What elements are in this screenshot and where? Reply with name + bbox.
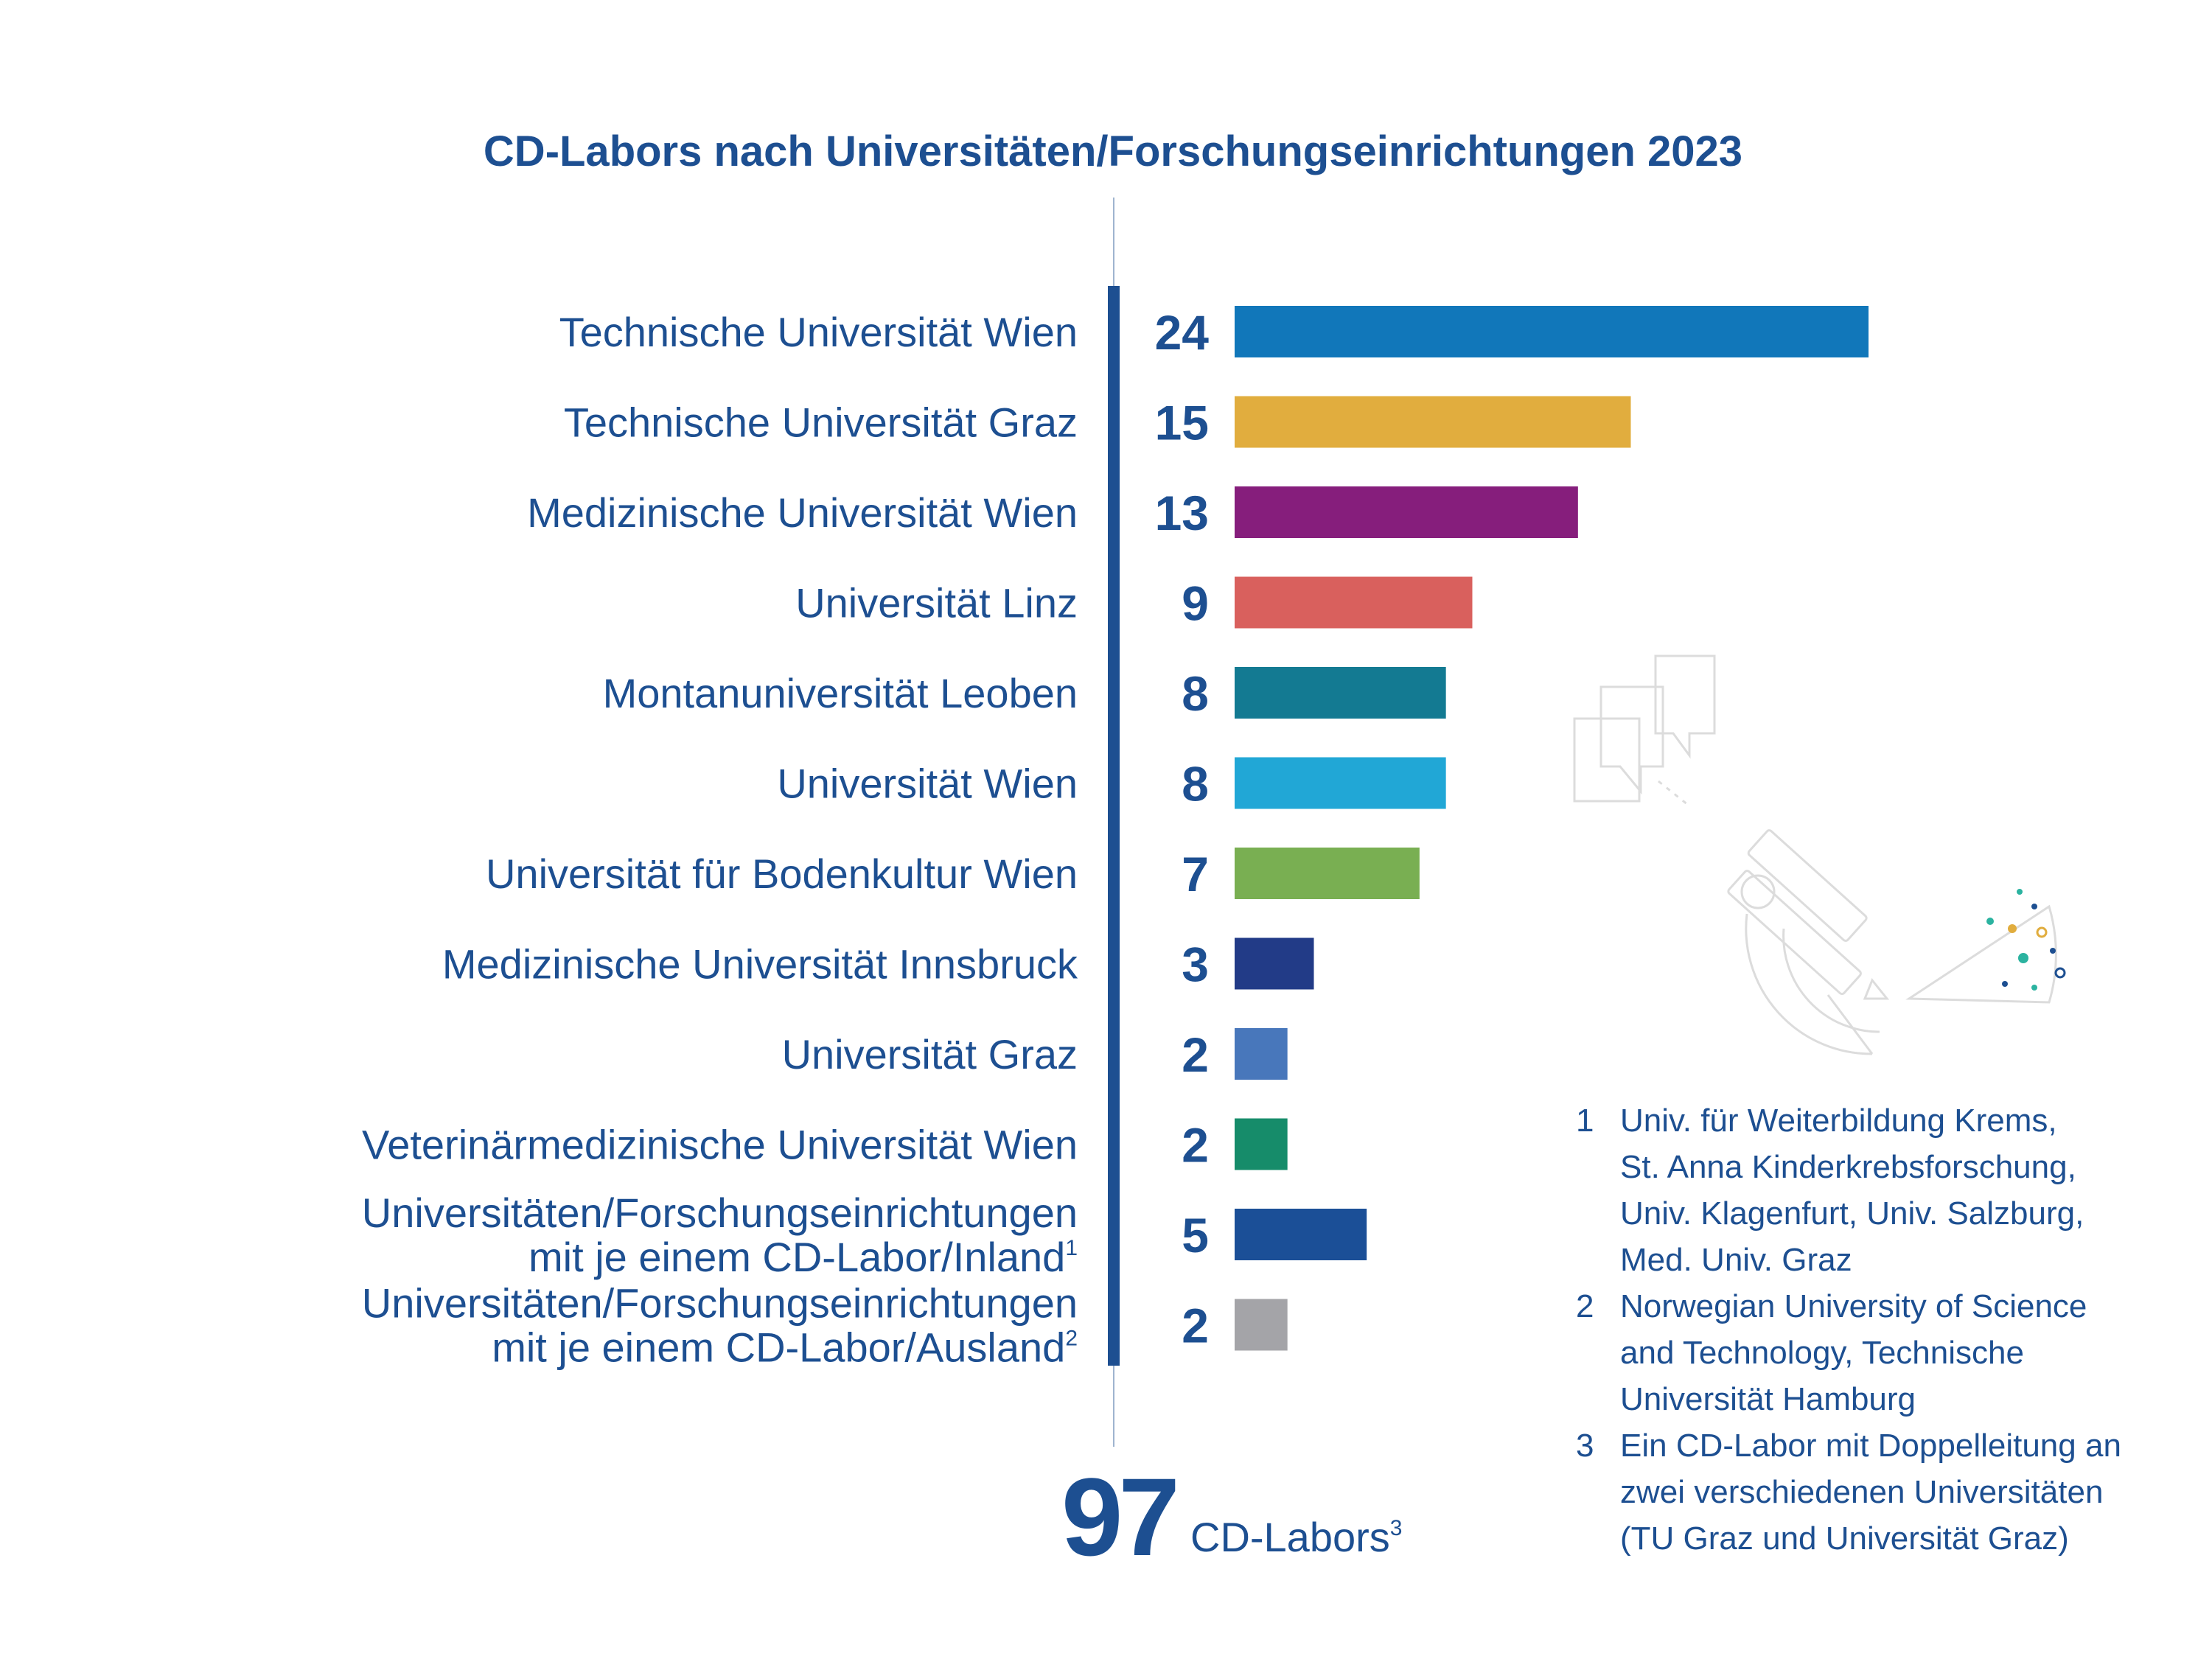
bar: [1235, 486, 1578, 538]
footnote-text: Norwegian University of Science: [1620, 1288, 2087, 1324]
bar: [1235, 1118, 1288, 1170]
footnote-text: Universität Hamburg: [1620, 1381, 1916, 1417]
footnote-number: 2: [1576, 1288, 1594, 1324]
category-label: Universitäten/Forschungseinrichtungen: [362, 1190, 1078, 1236]
category-axis-bar: [1108, 286, 1120, 1366]
footnote-text: Ein CD-Labor mit Doppelleitung an: [1620, 1428, 2121, 1464]
category-label: Universität für Bodenkultur Wien: [486, 851, 1078, 897]
bar: [1235, 396, 1631, 448]
value-label: 13: [1155, 486, 1209, 540]
bar: [1235, 848, 1420, 899]
category-label: Universität Wien: [777, 761, 1078, 807]
category-label: Montanuniversität Leoben: [603, 670, 1078, 716]
category-label: Universitäten/Forschungseinrichtungen: [362, 1280, 1078, 1327]
value-label: 2: [1182, 1299, 1209, 1353]
value-label: 15: [1155, 396, 1209, 450]
value-label: 3: [1182, 937, 1209, 992]
footnote-text: zwei verschiedenen Universitäten: [1620, 1474, 2103, 1510]
category-label: Universität Graz: [782, 1031, 1078, 1078]
value-label: 5: [1182, 1208, 1209, 1262]
category-label: Technische Universität Wien: [559, 309, 1078, 355]
category-label: Veterinärmedizinische Universität Wien: [362, 1122, 1078, 1168]
value-label: 2: [1182, 1118, 1209, 1173]
speech-bubbles-icon: [1573, 654, 1716, 806]
footnote-text: (TU Graz und Universität Graz): [1620, 1520, 2069, 1557]
value-label: 8: [1182, 666, 1209, 721]
value-label: 2: [1182, 1027, 1209, 1082]
footnote-number: 1: [1576, 1103, 1594, 1139]
sample-dots-icon: [1905, 889, 2066, 1004]
footnote-number: 3: [1576, 1428, 1594, 1464]
bar: [1235, 937, 1314, 990]
category-label: mit je einem CD-Labor/Ausland2: [492, 1324, 1078, 1371]
value-label: 9: [1182, 576, 1209, 631]
footnote-text: Univ. Klagenfurt, Univ. Salzburg,: [1620, 1195, 2084, 1232]
value-label: 24: [1155, 305, 1210, 360]
category-label: Medizinische Universität Wien: [527, 489, 1078, 536]
footnotes: 1 Univ. für Weiterbildung Krems, St. Anna …: [1576, 1103, 2121, 1557]
chart-title: CD-Labors nach Universitäten/Forschungse…: [484, 128, 1742, 175]
microscope-icon: [1727, 829, 1890, 1055]
total-number: 97: [1061, 1455, 1176, 1579]
bar: [1235, 1209, 1367, 1260]
category-label: Technische Universität Graz: [564, 399, 1078, 446]
category-label: mit je einem CD-Labor/Inland1: [528, 1234, 1078, 1280]
category-label: Medizinische Universität Innsbruck: [442, 941, 1078, 988]
footnote-text: St. Anna Kinderkrebsforschung,: [1620, 1149, 2076, 1185]
bar: [1235, 576, 1473, 629]
value-label: 7: [1182, 847, 1209, 901]
total-count: 97 CD-Labors3: [1061, 1455, 1402, 1579]
bar: [1235, 1028, 1288, 1080]
total-label: CD-Labors3: [1190, 1514, 1402, 1560]
bar: [1235, 667, 1446, 719]
bars-group: Technische Universität Wien 24 Technische …: [362, 305, 1869, 1371]
footnote-text: Univ. für Weiterbildung Krems,: [1620, 1103, 2057, 1139]
bar: [1235, 1299, 1288, 1351]
category-label: Universität Linz: [795, 580, 1078, 626]
footnote-text: Med. Univ. Graz: [1620, 1242, 1852, 1278]
value-label: 8: [1182, 757, 1209, 811]
bar: [1235, 757, 1446, 809]
footnote-text: and Technology, Technische: [1620, 1335, 2024, 1371]
bar: [1235, 306, 1869, 357]
